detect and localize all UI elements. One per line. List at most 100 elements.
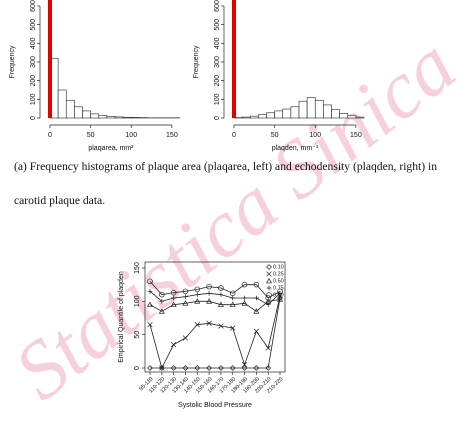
point: [206, 283, 212, 290]
y-axis-title: Frequency: [9, 45, 16, 79]
point: [253, 328, 260, 334]
histogram-bar: [314, 99, 324, 119]
point: [159, 365, 165, 371]
x-tick-label: 150: [166, 132, 178, 139]
legend-label: 0.25: [273, 271, 284, 277]
y-tick-label: 500: [214, 19, 221, 31]
x-tick-label: 50: [87, 132, 95, 139]
y-tick-label: 400: [30, 37, 37, 49]
histogram-bar: [298, 100, 308, 119]
point: [194, 292, 200, 298]
histogram-bar: [282, 108, 292, 119]
legend-marker: [266, 277, 272, 284]
histogram-bar: [57, 89, 67, 119]
point: [170, 342, 177, 348]
y-tick-label: 100: [30, 93, 37, 105]
legend-label: 0.10: [273, 264, 284, 270]
point: [183, 294, 188, 300]
point: [182, 288, 189, 295]
point: [241, 362, 248, 368]
histogram-bar: [122, 116, 132, 119]
histogram-bar: [106, 116, 116, 119]
point: [147, 322, 153, 328]
point: [253, 281, 260, 288]
point: [217, 301, 224, 307]
point: [218, 285, 224, 291]
series-line: [149, 295, 281, 370]
x-axis-title: Systolic Blood Pressure: [178, 402, 252, 409]
y-tick-label: 150: [134, 262, 141, 274]
histogram-bar: [290, 106, 300, 119]
point: [147, 288, 153, 294]
legend-marker: [266, 264, 272, 270]
histogram-bar: [241, 116, 251, 119]
point: [241, 281, 248, 288]
point: [265, 302, 271, 308]
y-tick-label: 100: [134, 295, 141, 307]
point: [171, 295, 177, 301]
histogram-bar: [306, 97, 316, 119]
y-tick-label: 200: [30, 75, 37, 87]
y-tick-label: 0: [30, 116, 37, 120]
point: [194, 286, 201, 293]
legend-label: 0.90: [273, 292, 284, 298]
point: [265, 365, 272, 371]
point: [206, 290, 212, 296]
point: [277, 296, 283, 302]
y-tick-label: 50: [134, 331, 141, 339]
point: [253, 295, 259, 301]
histogram-bar: [323, 104, 332, 119]
point: [182, 335, 189, 341]
y-tick-label: 300: [30, 56, 37, 68]
y-axis-title: Empirical Quantile of plaqden: [118, 271, 125, 363]
y-tick-label: 500: [30, 19, 37, 31]
x-tick-label: 0: [232, 132, 236, 139]
point: [230, 295, 236, 301]
point: [218, 323, 224, 329]
x-tick-label: 50: [271, 132, 279, 139]
caption: (a) Frequency histograms of plaque area …: [14, 160, 438, 207]
point: [194, 298, 201, 304]
y-tick-label: 400: [214, 37, 221, 49]
y-tick-label: 200: [214, 75, 221, 87]
point: [194, 365, 201, 371]
point: [218, 365, 224, 371]
point: [265, 295, 271, 301]
y-tick-label: 100: [214, 93, 221, 105]
series-line: [149, 281, 281, 299]
point: [159, 291, 165, 298]
point: [241, 365, 248, 371]
histogram-bar: [65, 99, 75, 119]
histogram-bar: [355, 116, 365, 119]
point: [229, 290, 236, 297]
x-tick-label: 150: [350, 132, 362, 139]
histogram-bar: [74, 106, 83, 119]
y-axis-title: Frequency: [193, 45, 200, 79]
point: [182, 365, 189, 371]
histogram-bar: [90, 113, 100, 119]
point: [253, 308, 260, 314]
point: [170, 301, 177, 307]
point: [265, 345, 271, 351]
point: [206, 365, 212, 371]
x-tick-label: 0: [48, 132, 52, 139]
legend-marker: [266, 285, 272, 291]
histogram-bar: [347, 115, 357, 119]
point: [159, 298, 165, 304]
point: [194, 322, 200, 328]
point: [229, 301, 236, 307]
y-tick-label: 0: [134, 366, 141, 370]
histogram-bar: [82, 110, 91, 119]
point: [253, 365, 260, 371]
x-tick-label: 100: [125, 132, 137, 139]
histogram-bar: [266, 112, 275, 119]
point: [147, 278, 153, 285]
point: [170, 365, 177, 371]
legend-marker: [266, 292, 272, 298]
y-tick-label: 600: [30, 0, 37, 12]
y-tick-label: 0: [214, 116, 221, 120]
x-tick-label: 100: [309, 132, 321, 139]
point: [241, 300, 248, 306]
